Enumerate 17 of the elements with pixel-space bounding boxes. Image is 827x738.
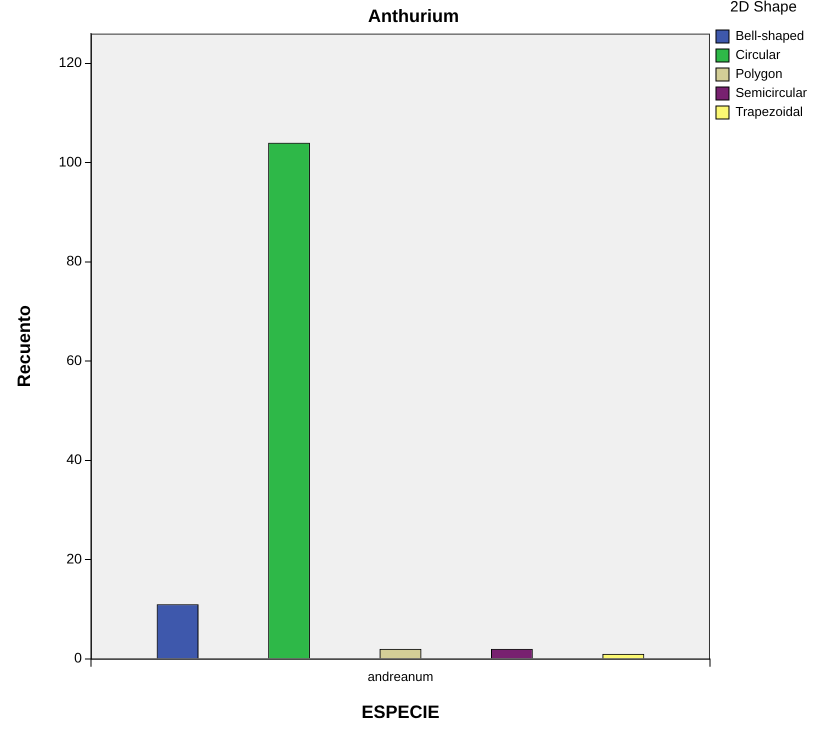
legend-title: 2D Shape <box>730 0 797 16</box>
y-tick-label: 60 <box>66 352 82 368</box>
y-axis-title: Recuento <box>14 305 34 388</box>
legend-label: Trapezoidal <box>735 104 804 120</box>
legend-label: Circular <box>735 47 781 62</box>
y-tick-label: 100 <box>58 153 82 170</box>
y-tick-label: 40 <box>66 451 82 468</box>
x-tick-label: andreanum <box>368 669 434 684</box>
y-tick-label: 80 <box>66 252 82 269</box>
chart-title: Anthurium <box>368 6 459 26</box>
y-tick-label: 20 <box>66 550 82 566</box>
x-axis-title: ESPECIE <box>361 702 440 722</box>
legend-label: Polygon <box>735 66 782 82</box>
y-tick-label: 0 <box>74 650 82 666</box>
legend-label: Semicircular <box>735 85 808 100</box>
legend-label: Bell-shaped <box>735 28 804 44</box>
y-tick-label: 120 <box>58 54 82 70</box>
